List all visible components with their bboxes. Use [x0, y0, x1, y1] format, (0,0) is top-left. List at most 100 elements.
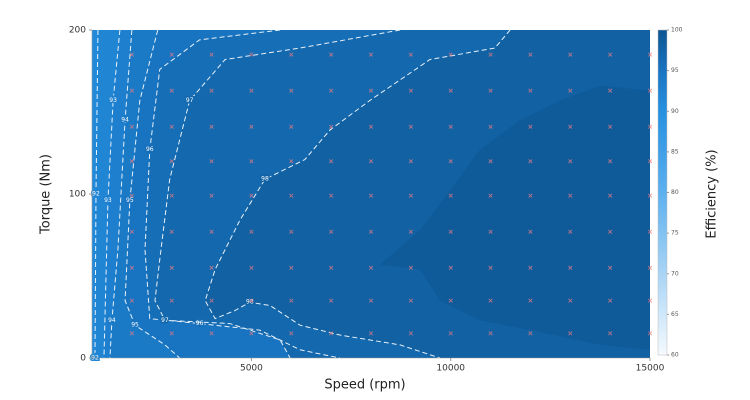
sample-point — [368, 265, 374, 270]
sample-point — [249, 193, 254, 198]
sample-point — [408, 265, 413, 270]
sample-point — [368, 124, 374, 129]
sample-point — [209, 52, 214, 57]
sample-point — [448, 88, 453, 93]
sample-point — [169, 88, 174, 93]
sample-point — [209, 265, 214, 270]
colorbar-tick-label: 90 — [671, 108, 679, 115]
sample-point — [647, 331, 653, 336]
sample-point — [129, 88, 134, 93]
contour-line — [124, 29, 181, 359]
sample-point — [608, 265, 613, 270]
sample-point — [368, 193, 374, 198]
y-tick-label: 200 — [69, 26, 86, 36]
sample-point — [169, 193, 174, 198]
sample-point — [528, 193, 533, 198]
sample-point — [647, 265, 653, 270]
colorbar-tick-label: 60 — [671, 352, 679, 359]
y-tick-label: 0 — [80, 354, 86, 364]
sample-point — [129, 193, 134, 198]
sample-point — [129, 159, 134, 164]
sample-point — [408, 124, 413, 129]
sample-point — [289, 265, 294, 270]
sample-point — [329, 331, 334, 336]
contour-region — [380, 30, 650, 358]
sample-point — [368, 298, 374, 303]
colorbar-tick-label: 70 — [671, 270, 679, 277]
sample-point — [408, 88, 413, 93]
sample-point — [169, 52, 174, 57]
sample-point — [129, 265, 134, 270]
colorbar-tick-label: 95 — [671, 67, 679, 74]
sample-point — [448, 229, 453, 234]
sample-point — [209, 88, 214, 93]
sample-point — [129, 124, 134, 129]
sample-point — [249, 52, 254, 57]
contour-label: 94 — [108, 317, 116, 324]
sample-point — [289, 298, 294, 303]
sample-point — [608, 124, 613, 129]
sample-point — [568, 159, 573, 164]
contour-label: 94 — [121, 117, 129, 124]
sample-point — [568, 52, 573, 57]
sample-point — [209, 331, 214, 336]
sample-point — [289, 124, 294, 129]
sample-point — [608, 88, 613, 93]
sample-point — [129, 331, 134, 336]
sample-point — [647, 88, 653, 93]
sample-point — [169, 124, 174, 129]
sample-point — [329, 265, 334, 270]
sample-point — [289, 52, 294, 57]
sample-point — [129, 52, 134, 57]
y-tick-label: 100 — [69, 190, 86, 200]
sample-point — [608, 159, 613, 164]
sample-point — [289, 229, 294, 234]
sample-point — [568, 193, 573, 198]
sample-point — [249, 159, 254, 164]
colorbar-tick-label: 75 — [671, 230, 679, 237]
sample-point — [488, 298, 493, 303]
sample-point — [289, 88, 294, 93]
sample-point — [329, 229, 334, 234]
x-tick-label: 5000 — [240, 364, 263, 374]
colorbar-tick-label: 65 — [671, 311, 679, 318]
sample-point — [488, 265, 493, 270]
sample-point — [608, 331, 613, 336]
sample-point — [368, 88, 374, 93]
sample-point — [528, 229, 533, 234]
sample-point — [129, 298, 134, 303]
sample-point — [209, 229, 214, 234]
contour-line — [144, 29, 341, 359]
sample-point — [448, 298, 453, 303]
sample-point — [647, 193, 653, 198]
sample-point — [329, 298, 334, 303]
sample-point — [169, 229, 174, 234]
sample-point — [169, 159, 174, 164]
colorbar-tick-label: 80 — [671, 189, 679, 196]
sample-point — [249, 265, 254, 270]
sample-point — [209, 159, 214, 164]
sample-point — [209, 193, 214, 198]
contour-label: 96 — [146, 146, 154, 153]
contour-label: 93 — [109, 97, 117, 104]
sample-point — [528, 52, 533, 57]
sample-point — [448, 124, 453, 129]
sample-point — [368, 229, 374, 234]
sample-point — [408, 193, 413, 198]
sample-point — [329, 159, 334, 164]
sample-point — [289, 159, 294, 164]
sample-point — [249, 229, 254, 234]
sample-point — [608, 193, 613, 198]
sample-point — [249, 298, 254, 303]
contour-label: 97 — [186, 97, 194, 104]
x-tick-label: 10000 — [436, 364, 465, 374]
sample-point — [528, 331, 533, 336]
sample-point — [528, 265, 533, 270]
sample-point — [647, 229, 653, 234]
sample-point — [488, 193, 493, 198]
sample-point — [169, 331, 174, 336]
sample-point — [647, 159, 653, 164]
sample-point — [329, 193, 334, 198]
sample-point — [249, 331, 254, 336]
sample-point — [528, 298, 533, 303]
